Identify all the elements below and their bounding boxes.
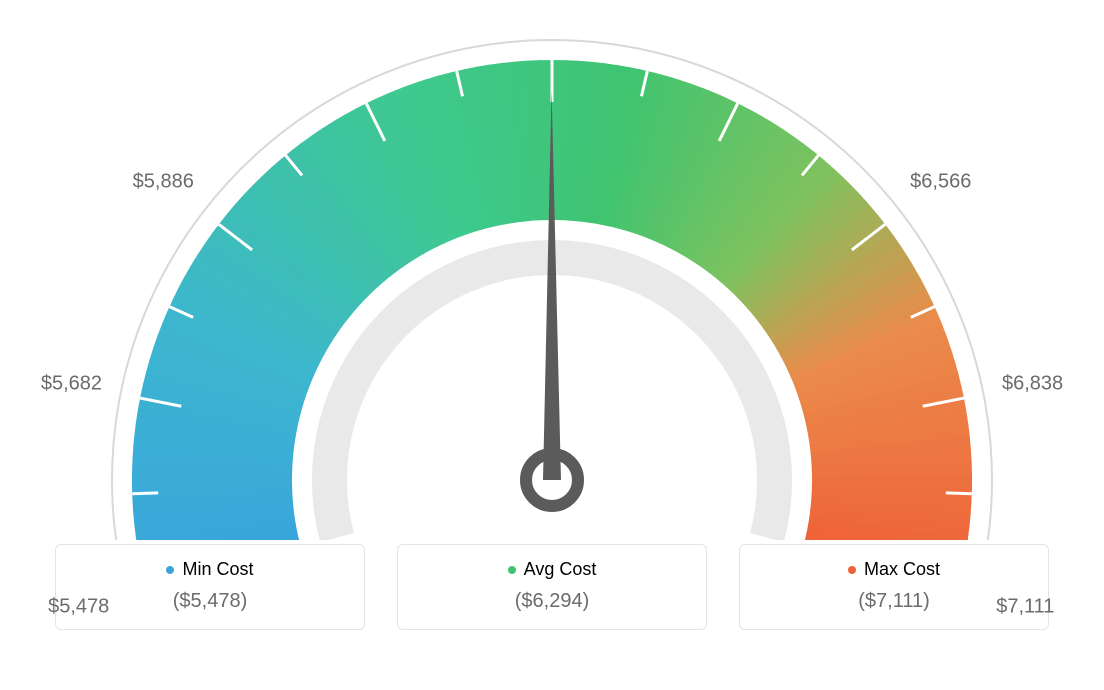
gauge-tick-label: $5,478 (48, 595, 109, 618)
legend-title-min-text: Min Cost (182, 559, 253, 580)
legend-row: Min Cost ($5,478) Avg Cost ($6,294) Max … (0, 544, 1104, 630)
gauge-tick-label: $6,566 (910, 170, 971, 193)
legend-title-avg-text: Avg Cost (524, 559, 597, 580)
gauge-tick-label: $6,838 (1002, 373, 1063, 396)
gauge-tick-label: $7,111 (996, 595, 1054, 618)
legend-title-min: Min Cost (166, 559, 253, 580)
legend-value-avg: ($6,294) (398, 590, 706, 613)
legend-title-max-text: Max Cost (864, 559, 940, 580)
legend-dot-min (166, 566, 174, 574)
gauge-tick-label: $5,682 (41, 373, 102, 396)
legend-dot-avg (508, 566, 516, 574)
legend-dot-max (848, 566, 856, 574)
gauge-tick-label: $5,886 (133, 170, 194, 193)
gauge-svg (0, 0, 1104, 540)
legend-title-max: Max Cost (848, 559, 940, 580)
gauge-chart: $5,478$5,682$5,886$6,294$6,566$6,838$7,1… (0, 0, 1104, 540)
legend-title-avg: Avg Cost (508, 559, 597, 580)
legend-card-avg: Avg Cost ($6,294) (397, 544, 707, 630)
gauge-tick-label: $6,294 (521, 0, 582, 2)
